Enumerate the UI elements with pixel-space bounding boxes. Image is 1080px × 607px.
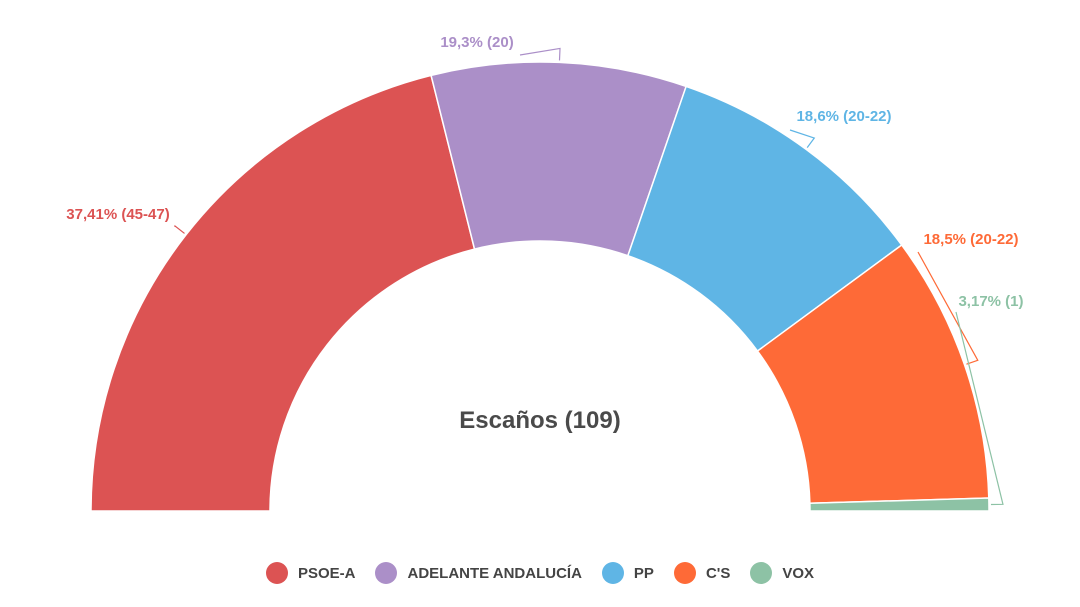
label-adelante-andaluc-a: 19,3% (20) (440, 34, 513, 51)
segment-vox (809, 497, 990, 512)
legend-item-vox[interactable]: VOX (750, 562, 814, 584)
legend-label: PSOE-A (297, 564, 356, 582)
label-leaders (174, 47, 1004, 506)
legend-label: PP (633, 564, 654, 582)
chart-legend: PSOE-A ADELANTE ANDALUCÍA PP C'S VOX (0, 558, 1080, 588)
leader-adelante-andaluc-a (519, 47, 561, 61)
leader-pp (789, 129, 816, 149)
leader-psoe-a (174, 224, 185, 234)
leader-vox (955, 311, 1004, 506)
legend-swatch-icon (750, 562, 773, 584)
segment-psoe-a (90, 74, 476, 512)
segment-labels: 37,41% (45-47) 19,3% (20) 18,6% (20-22) 18,… (66, 34, 1023, 310)
legend-swatch-icon (601, 562, 624, 584)
center-label: Escaños (109) (459, 407, 620, 434)
legend-label: C'S (705, 564, 731, 582)
legend-swatch-icon (673, 562, 696, 584)
legend-swatch-icon (375, 562, 398, 584)
legend-label: VOX (782, 564, 815, 582)
legend-swatch-icon (265, 562, 288, 584)
legend-label: ADELANTE ANDALUCÍA (407, 564, 582, 582)
legend-item-psoe-a[interactable]: PSOE-A (265, 562, 356, 584)
label-c-s: 18,5% (20-22) (923, 231, 1018, 248)
legend-item-adelante-andaluc-a[interactable]: ADELANTE ANDALUCÍA (375, 562, 582, 584)
label-psoe-a: 37,41% (45-47) (66, 206, 169, 223)
legend-item-c-s[interactable]: C'S (673, 562, 731, 584)
label-pp: 18,6% (20-22) (796, 108, 891, 125)
legend-item-pp[interactable]: PP (601, 562, 654, 584)
chart-segments (90, 61, 990, 512)
leader-c-s (917, 251, 979, 365)
label-vox: 3,17% (1) (958, 293, 1023, 310)
